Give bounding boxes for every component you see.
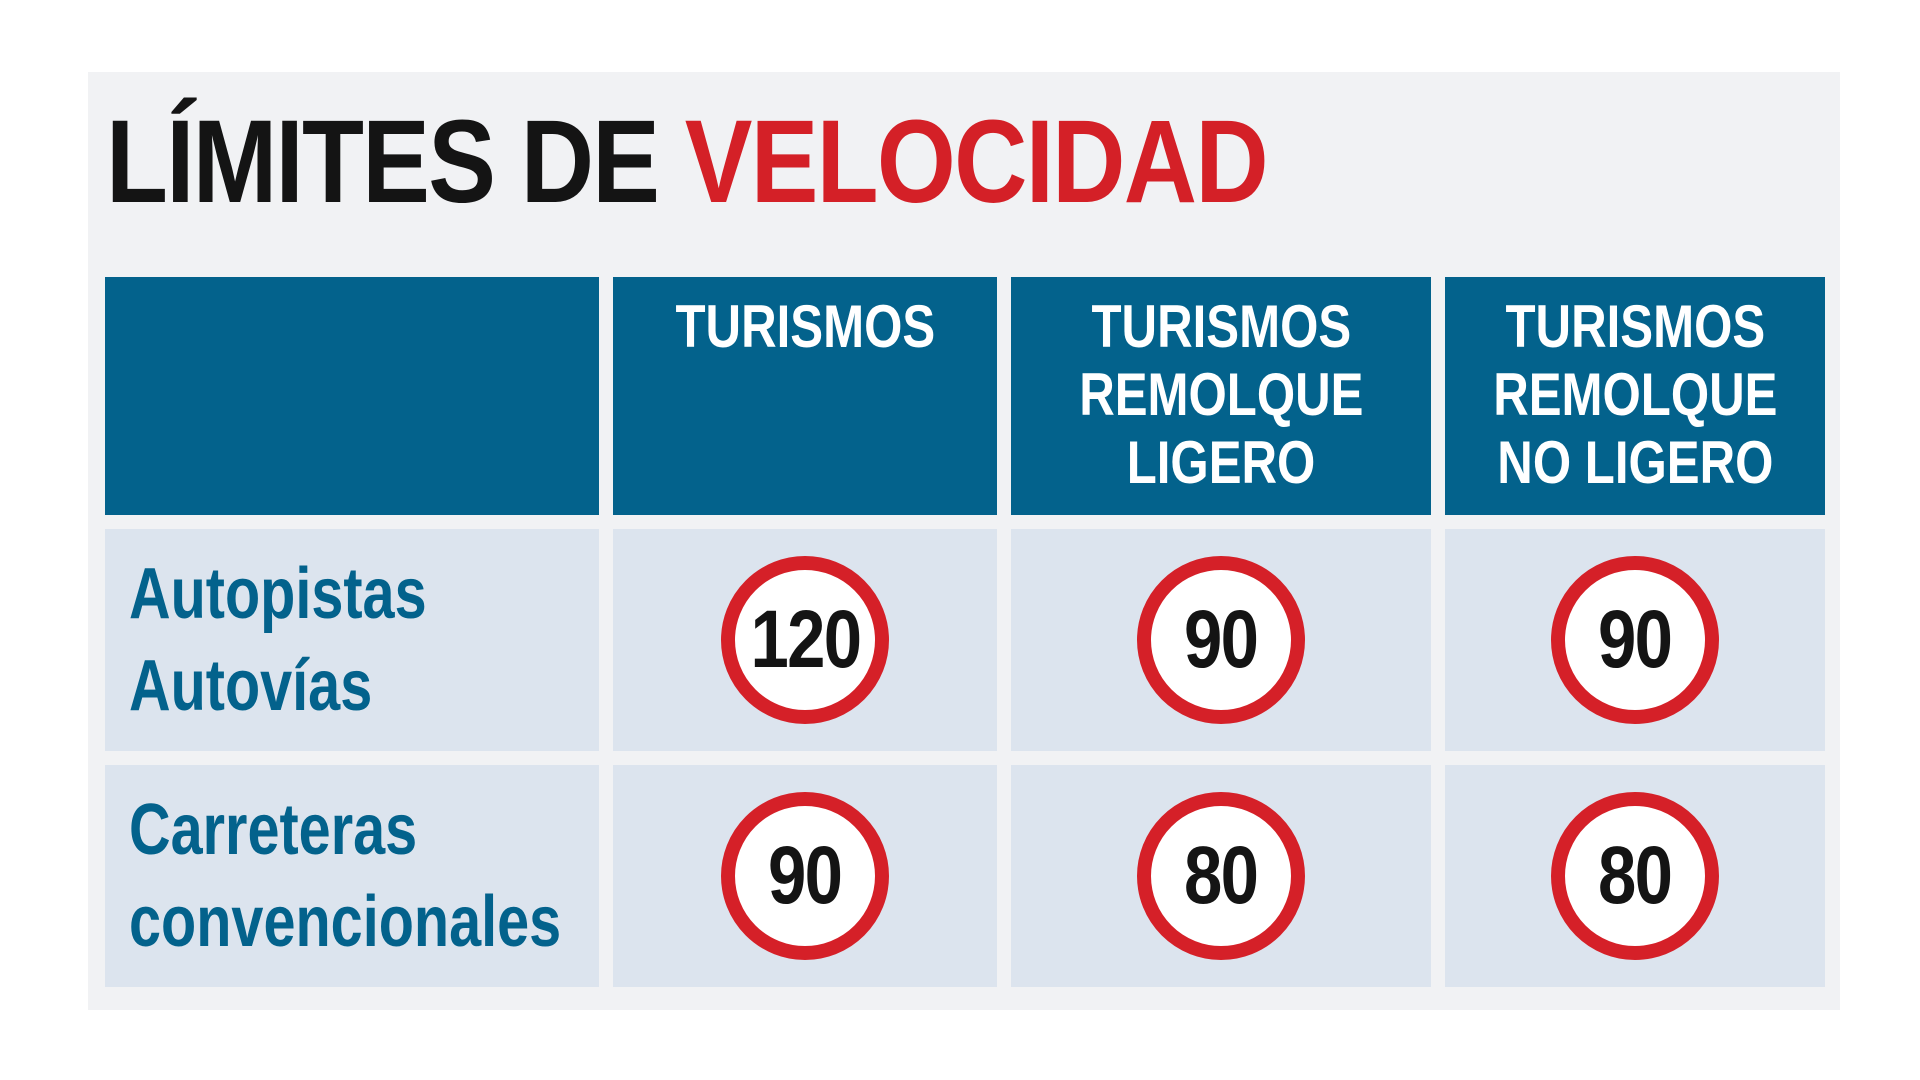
header-line: LIGERO [1126, 429, 1316, 496]
speed-limit-value: 90 [768, 830, 843, 921]
speed-limit-value: 90 [1184, 594, 1259, 685]
row-label-line: Autopistas [129, 554, 427, 634]
speed-limit-value: 80 [1598, 830, 1673, 921]
header-turismos-remolque-no-ligero: TURISMOS REMOLQUE NO LIGERO [1445, 277, 1825, 515]
speed-limit-value: 90 [1598, 594, 1673, 685]
table-cell: 120 [613, 529, 997, 751]
table-cell: 80 [1445, 765, 1825, 987]
header-line: TURISMOS [1091, 293, 1351, 360]
speed-limit-sign-icon: 120 [721, 556, 889, 724]
speed-limit-value: 80 [1184, 830, 1259, 921]
speed-limits-table: TURISMOS TURISMOS REMOLQUE LIGERO TURISM… [105, 277, 1825, 987]
speed-limit-sign-icon: 80 [1551, 792, 1719, 960]
speed-limit-sign-icon: 90 [1551, 556, 1719, 724]
header-line: NO LIGERO [1496, 429, 1774, 496]
header-line: TURISMOS [1505, 293, 1765, 360]
row-label-line: Autovías [129, 646, 373, 726]
table-cell: 90 [613, 765, 997, 987]
row-label-carreteras: Carreteras convencionales [105, 765, 599, 987]
speed-limit-value: 120 [750, 594, 862, 685]
table-cell: 90 [1445, 529, 1825, 751]
header-empty [105, 277, 599, 515]
row-label-line: Carreteras [129, 790, 418, 870]
table-cell: 80 [1011, 765, 1431, 987]
header-turismos-remolque-ligero: TURISMOS REMOLQUE LIGERO [1011, 277, 1431, 515]
header-line: TURISMOS [675, 293, 935, 360]
table-cell: 90 [1011, 529, 1431, 751]
speed-limit-sign-icon: 90 [1137, 556, 1305, 724]
row-label-autopistas: Autopistas Autovías [105, 529, 599, 751]
header-line: REMOLQUE [1492, 361, 1778, 428]
speed-limits-panel: LÍMITES DE VELOCIDAD TURISMOS TURISMOS R… [88, 72, 1840, 1010]
title-part-2: VELOCIDAD [684, 96, 1269, 228]
header-turismos: TURISMOS [613, 277, 997, 515]
header-line: REMOLQUE [1078, 361, 1364, 428]
speed-limit-sign-icon: 90 [721, 792, 889, 960]
title-part-1: LÍMITES DE [106, 96, 660, 228]
row-label-line: convencionales [129, 882, 562, 962]
page-title: LÍMITES DE VELOCIDAD [106, 92, 1269, 232]
speed-limit-sign-icon: 80 [1137, 792, 1305, 960]
